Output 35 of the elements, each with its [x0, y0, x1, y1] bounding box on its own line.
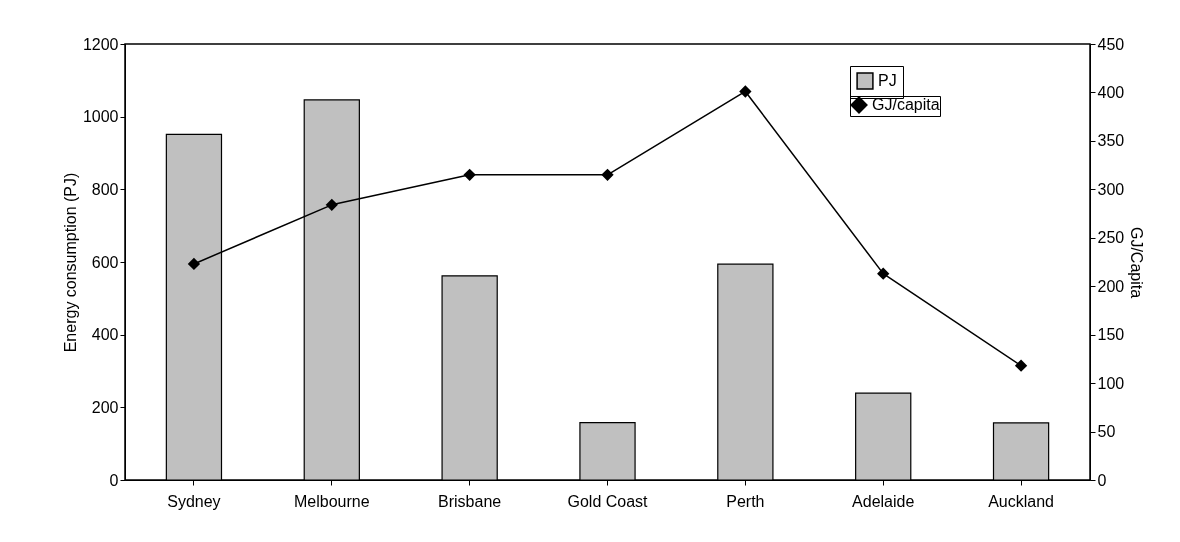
x-tick-label: Perth	[726, 492, 765, 510]
y-tick-label: 600	[91, 253, 119, 271]
y-tick-label: 800	[91, 180, 119, 198]
x-tick-label: Sydney	[167, 492, 221, 510]
y-tick-label: 1200	[82, 35, 119, 53]
legend-label: PJ	[878, 72, 897, 89]
x-tick-label: Brisbane	[438, 492, 502, 510]
x-tick-label: Adelaide	[852, 492, 915, 510]
y-tick-label: 200	[91, 398, 119, 416]
point	[188, 258, 200, 270]
y2-tick-label: 50	[1097, 423, 1116, 441]
y2-tick-label: 0	[1097, 471, 1107, 489]
y2-axis-title: GJ/Capita	[1128, 226, 1146, 299]
point	[326, 199, 338, 211]
y2-tick-label: 200	[1097, 277, 1125, 295]
y2-tick-label: 150	[1097, 326, 1125, 344]
y-tick-label: 400	[91, 326, 119, 344]
y2-tick-label: 250	[1097, 229, 1125, 247]
y-tick-label: 1000	[82, 108, 119, 126]
y2-tick-label: 100	[1097, 374, 1125, 392]
x-tick-label: Gold Coast	[567, 492, 649, 510]
point	[463, 169, 476, 181]
y2-tick-label: 400	[1097, 83, 1125, 101]
point	[1015, 359, 1027, 372]
x-tick-label: Melbourne	[293, 492, 370, 510]
point	[601, 169, 614, 181]
legend-label: GJ/capita	[872, 96, 940, 113]
y-axis-title: Energy consumption (PJ)	[61, 172, 79, 353]
y-tick-label: 0	[109, 471, 119, 489]
y2-tick-label: 300	[1097, 180, 1125, 198]
y2-tick-label: 350	[1097, 132, 1125, 150]
x-tick-label: Auckland	[988, 492, 1054, 510]
point	[739, 85, 752, 98]
y2-tick-label: 450	[1097, 35, 1125, 53]
point	[877, 267, 889, 280]
